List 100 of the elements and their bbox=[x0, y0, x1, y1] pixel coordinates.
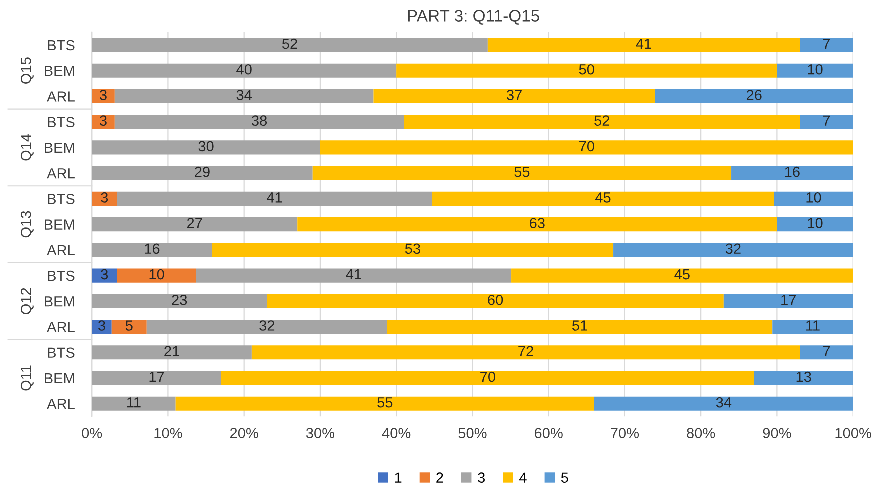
bar bbox=[117, 192, 432, 206]
data-label: 40 bbox=[236, 64, 252, 75]
bar bbox=[594, 396, 854, 411]
data-label: 53 bbox=[405, 244, 420, 254]
legend-label: 4 bbox=[520, 472, 527, 483]
bar bbox=[774, 192, 854, 206]
data-label: 16 bbox=[785, 166, 800, 178]
y-tick-label: BEM bbox=[45, 66, 74, 76]
data-label: 7 bbox=[823, 116, 830, 126]
data-label: 72 bbox=[518, 346, 534, 356]
bar bbox=[404, 115, 800, 130]
bar bbox=[777, 64, 854, 78]
chart-title: PART 3: Q11-Q15 bbox=[408, 10, 540, 25]
x-tick-label: 60% bbox=[534, 428, 563, 438]
x-tick-label: 30% bbox=[306, 428, 335, 438]
y-tick-label: BTS bbox=[48, 40, 75, 51]
data-label: 11 bbox=[806, 320, 820, 331]
data-label: 17 bbox=[150, 372, 164, 382]
bar bbox=[196, 268, 512, 283]
x-tick-label: 10% bbox=[154, 428, 182, 438]
data-label: 10 bbox=[806, 192, 822, 203]
data-label: 17 bbox=[782, 295, 796, 306]
data-label: 23 bbox=[172, 294, 188, 306]
data-label: 10 bbox=[150, 269, 164, 280]
y-tick-label: BTS bbox=[48, 348, 75, 358]
bar bbox=[92, 268, 118, 283]
data-label: 55 bbox=[378, 398, 393, 408]
text: Q15 bbox=[20, 58, 34, 84]
x-tick-label: 50% bbox=[458, 428, 487, 438]
x-tick-label: 90% bbox=[763, 428, 792, 438]
data-label: 30 bbox=[198, 141, 214, 152]
bar bbox=[800, 115, 854, 130]
bar bbox=[112, 320, 147, 334]
data-label: 32 bbox=[726, 244, 741, 254]
bar bbox=[655, 89, 854, 104]
data-label: 70 bbox=[580, 141, 594, 152]
data-label: 10 bbox=[808, 64, 823, 75]
text: Q13 bbox=[20, 211, 34, 238]
bar bbox=[320, 140, 854, 155]
data-label: 34 bbox=[236, 90, 252, 100]
bar bbox=[114, 89, 374, 104]
bar bbox=[92, 218, 298, 232]
data-label: 27 bbox=[187, 218, 202, 228]
y-tick-label: ARL bbox=[47, 399, 75, 410]
y-tick-label: ARL bbox=[47, 168, 75, 179]
bar bbox=[114, 115, 404, 130]
data-label: 41 bbox=[636, 38, 652, 50]
data-label: 16 bbox=[145, 244, 160, 254]
data-label: 51 bbox=[572, 320, 588, 331]
bar bbox=[117, 268, 196, 283]
data-label: 3 bbox=[98, 320, 106, 331]
data-label: 63 bbox=[530, 218, 545, 228]
data-label: 11 bbox=[127, 398, 141, 408]
data-label: 7 bbox=[823, 346, 830, 356]
bar bbox=[92, 38, 488, 52]
data-label: 3 bbox=[101, 269, 108, 280]
bar bbox=[221, 371, 754, 386]
data-label: 60 bbox=[488, 294, 504, 306]
bar bbox=[312, 166, 732, 180]
data-label: 3 bbox=[101, 192, 108, 203]
bar bbox=[432, 192, 774, 206]
y-tick-label: BEM bbox=[45, 296, 74, 307]
y-tick-label: ARL bbox=[47, 322, 75, 332]
data-label: 37 bbox=[507, 90, 522, 100]
bar bbox=[92, 396, 176, 411]
bar bbox=[92, 371, 222, 386]
data-label: 55 bbox=[514, 167, 530, 178]
data-label: 41 bbox=[346, 270, 362, 280]
text: Q14 bbox=[20, 134, 34, 161]
y-tick-label: ARL bbox=[47, 92, 75, 102]
bar bbox=[724, 294, 854, 308]
data-label: 70 bbox=[480, 372, 496, 382]
text: Q12 bbox=[20, 288, 34, 314]
bar bbox=[488, 38, 800, 52]
bar bbox=[92, 140, 320, 155]
data-label: 3 bbox=[100, 116, 107, 126]
y-tick-label: BTS bbox=[48, 270, 75, 282]
data-label: 34 bbox=[716, 397, 732, 408]
bar bbox=[92, 294, 268, 308]
legend-label: 5 bbox=[561, 472, 568, 483]
text: Q11 bbox=[20, 366, 34, 391]
y-tick-label: BEM bbox=[45, 220, 74, 230]
data-label: 50 bbox=[579, 64, 594, 75]
x-tick-label: 80% bbox=[687, 428, 716, 438]
bar bbox=[252, 346, 800, 360]
data-label: 32 bbox=[260, 320, 275, 331]
bar bbox=[146, 320, 388, 334]
bar bbox=[298, 218, 778, 232]
data-label: 26 bbox=[746, 90, 762, 100]
bar bbox=[800, 346, 854, 360]
x-tick-label: 100% bbox=[836, 428, 872, 438]
bar bbox=[176, 396, 594, 411]
data-label: 7 bbox=[823, 38, 830, 50]
legend-label: 3 bbox=[478, 472, 486, 483]
data-label: 52 bbox=[282, 38, 298, 50]
x-tick-label: 20% bbox=[230, 428, 258, 438]
x-tick-label: 70% bbox=[611, 428, 640, 438]
data-label: 45 bbox=[595, 192, 611, 203]
data-label: 38 bbox=[252, 116, 268, 126]
bar bbox=[212, 243, 614, 258]
